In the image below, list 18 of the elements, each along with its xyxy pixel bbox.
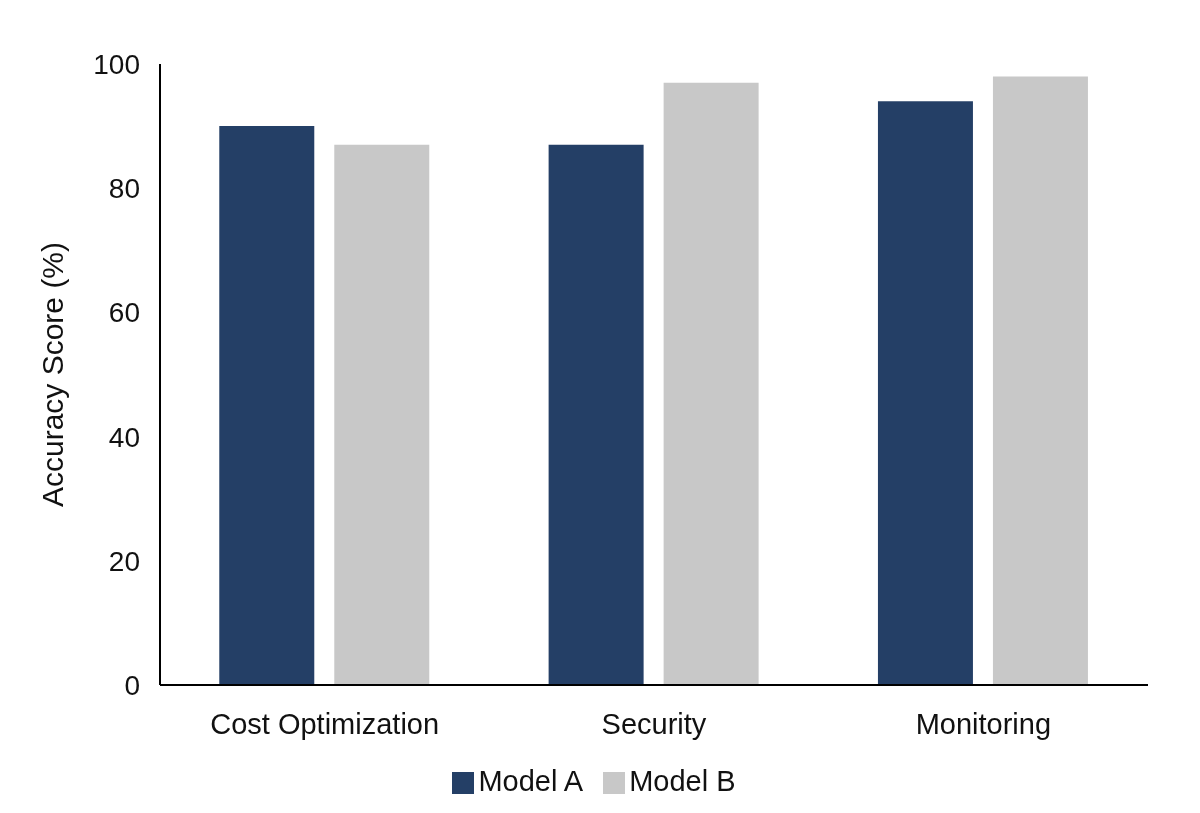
y-tick-label: 20 — [108, 545, 140, 577]
bar — [877, 101, 973, 685]
bar — [992, 76, 1088, 685]
legend-label: Model B — [629, 765, 736, 797]
y-tick-label: 0 — [124, 669, 140, 701]
y-tick-label: 100 — [93, 48, 140, 80]
legend-label: Model A — [478, 765, 584, 797]
y-tick-label: 80 — [108, 173, 140, 205]
x-tick-label: Monitoring — [915, 707, 1052, 740]
x-tick-label: Security — [601, 707, 707, 740]
bar — [663, 82, 759, 685]
y-tick-label: 60 — [108, 297, 140, 329]
bar — [548, 144, 644, 685]
x-tick-label: Cost Optimization — [210, 707, 440, 740]
y-tick-label: 40 — [108, 421, 140, 453]
bar — [334, 144, 430, 685]
bar — [219, 126, 315, 685]
y-axis-title: Accuracy Score (%) — [35, 241, 69, 508]
